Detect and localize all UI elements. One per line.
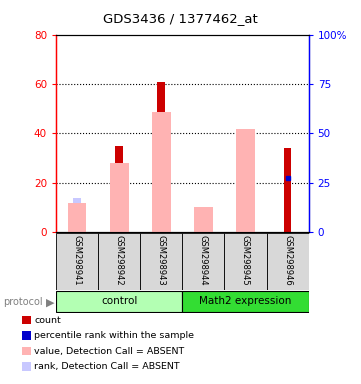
Text: control: control bbox=[101, 296, 137, 306]
Bar bbox=[284, 148, 291, 232]
Bar bbox=[110, 163, 129, 232]
Text: ▶: ▶ bbox=[45, 297, 54, 307]
Text: Math2 expression: Math2 expression bbox=[199, 296, 292, 306]
Text: GSM298943: GSM298943 bbox=[157, 235, 166, 286]
Text: GSM298945: GSM298945 bbox=[241, 235, 250, 285]
Bar bbox=[98, 233, 140, 290]
Bar bbox=[73, 198, 81, 232]
Bar bbox=[242, 168, 249, 232]
Bar bbox=[56, 233, 98, 290]
Text: GSM298946: GSM298946 bbox=[283, 235, 292, 286]
Text: protocol: protocol bbox=[4, 297, 43, 307]
Bar bbox=[157, 81, 165, 232]
Bar bbox=[115, 146, 123, 232]
Bar bbox=[194, 207, 213, 232]
Bar bbox=[266, 233, 309, 290]
Text: GSM298942: GSM298942 bbox=[115, 235, 123, 285]
Text: count: count bbox=[34, 316, 61, 325]
Bar bbox=[68, 203, 87, 232]
Bar bbox=[152, 112, 171, 232]
Text: value, Detection Call = ABSENT: value, Detection Call = ABSENT bbox=[34, 347, 184, 356]
Bar bbox=[236, 129, 255, 232]
Bar bbox=[157, 161, 165, 232]
Bar bbox=[56, 291, 182, 312]
Bar bbox=[225, 233, 266, 290]
Text: GDS3436 / 1377462_at: GDS3436 / 1377462_at bbox=[103, 12, 258, 25]
Bar bbox=[182, 233, 225, 290]
Text: rank, Detection Call = ABSENT: rank, Detection Call = ABSENT bbox=[34, 362, 180, 371]
Bar bbox=[140, 233, 182, 290]
Text: GSM298944: GSM298944 bbox=[199, 235, 208, 285]
Bar bbox=[182, 291, 309, 312]
Bar bbox=[115, 178, 123, 232]
Text: percentile rank within the sample: percentile rank within the sample bbox=[34, 331, 194, 341]
Text: GSM298941: GSM298941 bbox=[73, 235, 82, 285]
